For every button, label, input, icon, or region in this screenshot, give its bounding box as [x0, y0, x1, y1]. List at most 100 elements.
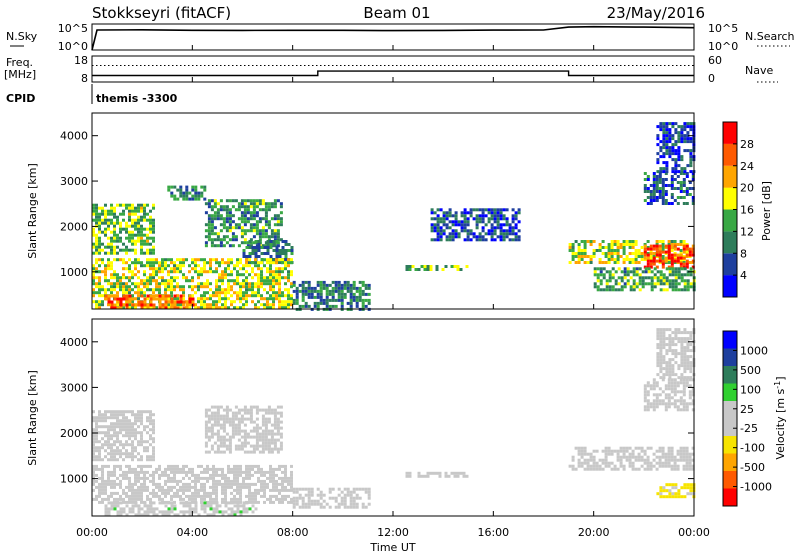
heatmap-cell [101, 230, 104, 234]
heatmap-cell [658, 187, 662, 190]
heatmap-cell [656, 364, 660, 368]
heatmap-cell [656, 152, 660, 156]
heatmap-cell [676, 202, 680, 205]
heatmap-cell [281, 294, 284, 298]
heatmap-cell [671, 270, 675, 274]
heatmap-cell [364, 298, 368, 302]
heatmap-cell [239, 470, 242, 474]
heatmap-cell [185, 470, 188, 474]
heatmap-cell [116, 306, 120, 310]
heatmap-cell [230, 501, 234, 505]
heatmap-cell [191, 485, 194, 489]
heatmap-cell [646, 408, 650, 412]
heatmap-cell [667, 393, 671, 397]
heatmap-cell [92, 251, 95, 255]
heatmap-cell [149, 297, 153, 301]
heatmap-cell [140, 291, 143, 295]
heatmap-cell [149, 209, 152, 213]
heatmap-cell [667, 452, 671, 456]
heatmap-cell [200, 185, 204, 189]
heatmap-cell [128, 206, 131, 210]
heatmap-cell [659, 376, 663, 380]
heatmap-cell [661, 455, 665, 459]
heatmap-cell [264, 423, 268, 427]
heatmap-cell [261, 450, 265, 454]
heatmap-cell [658, 253, 662, 257]
heatmap-cell [146, 416, 149, 420]
heatmap-cell [131, 282, 134, 286]
heatmap-cell [279, 435, 283, 439]
heatmap-cell [239, 273, 242, 277]
heatmap-cell [158, 488, 161, 492]
heatmap-cell [200, 464, 203, 468]
heatmap-cell [204, 435, 208, 439]
heatmap-cell [673, 458, 677, 462]
heatmap-cell [104, 209, 107, 213]
heatmap-cell [164, 267, 167, 271]
heatmap-cell [674, 131, 678, 135]
heatmap-cell [242, 501, 246, 505]
heatmap-cell [439, 238, 443, 242]
heatmap-cell [200, 300, 203, 304]
heatmap-cell [131, 230, 134, 234]
heatmap-cell [194, 510, 198, 514]
heatmap-cell [134, 306, 137, 310]
heatmap-cell [209, 306, 212, 310]
heatmap-cell [273, 214, 277, 218]
heatmap-cell [245, 270, 248, 274]
heatmap-cell [137, 203, 140, 207]
heatmap-cell [653, 285, 657, 289]
heatmap-cell [691, 199, 695, 202]
heatmap-cell [236, 488, 239, 492]
heatmap-cell [164, 258, 167, 262]
freq-right-tick-top: 60 [708, 54, 722, 67]
heatmap-cell [367, 283, 371, 287]
heatmap-cell [191, 473, 194, 477]
heatmap-cell [140, 218, 143, 222]
heatmap-cell [191, 494, 194, 498]
heatmap-cell [92, 470, 95, 474]
heatmap-cell [131, 248, 134, 252]
heatmap-cell [155, 482, 158, 486]
heatmap-cell [179, 294, 183, 298]
heatmap-cell [319, 301, 323, 305]
heatmap-cell [210, 226, 214, 230]
heatmap-cell [683, 288, 687, 292]
heatmap-cell [137, 236, 140, 240]
heatmap-cell [640, 464, 644, 468]
heatmap-cell [197, 258, 200, 262]
heatmap-cell [671, 285, 675, 289]
heatmap-cell [646, 455, 650, 459]
heatmap-cell [643, 449, 647, 453]
heatmap-cell [254, 488, 257, 492]
heatmap-cell [101, 431, 104, 435]
heatmap-cell [346, 283, 350, 287]
heatmap-cell [514, 211, 518, 215]
heatmap-cell [661, 184, 665, 187]
heatmap-cell [670, 390, 674, 394]
heatmap-cell [128, 482, 131, 486]
heatmap-cell [234, 429, 238, 433]
heatmap-cell [355, 496, 359, 500]
heatmap-cell [662, 343, 666, 347]
heatmap-cell [128, 248, 131, 252]
heatmap-cell [661, 399, 665, 403]
heatmap-cell [682, 202, 686, 205]
power-colorbar-tick-label: 28 [740, 138, 754, 151]
heatmap-cell [287, 273, 290, 277]
heatmap-cell [287, 476, 290, 480]
heatmap-cell [182, 470, 185, 474]
heatmap-cell [284, 497, 287, 501]
heatmap-cell [619, 449, 623, 453]
heatmap-cell [677, 149, 681, 153]
heatmap-cell [260, 479, 263, 483]
heatmap-cell [236, 464, 239, 468]
heatmap-cell [258, 408, 262, 412]
n-sky-label: N.Sky [6, 30, 38, 43]
heatmap-cell [176, 513, 180, 517]
heatmap-cell [98, 282, 101, 286]
heatmap-cell [275, 473, 278, 477]
heatmap-cell [116, 504, 120, 508]
heatmap-cell [158, 482, 161, 486]
heatmap-cell [134, 413, 137, 417]
